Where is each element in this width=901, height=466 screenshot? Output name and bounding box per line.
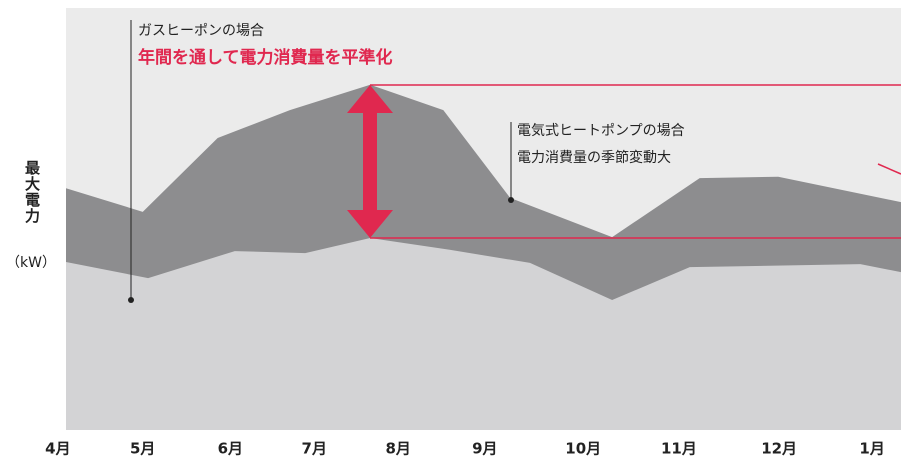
annotation: ガスヒーポンの場合 [138, 23, 264, 39]
x-tick-label: 9月 [472, 440, 497, 458]
annotations-layer: ガスヒーポンの場合 年間を通して電力消費量を平準化 電気式ヒートポンプの場合 電… [128, 20, 901, 303]
annotation-highlight: 年間を通して電力消費量を平準化 [138, 47, 393, 68]
x-tick-label: 8月 [385, 440, 410, 458]
x-tick-label: 12月 [761, 440, 797, 458]
x-tick-label: 11月 [661, 440, 697, 458]
x-tick-label: 10月 [565, 440, 601, 458]
y-axis-unit: （kW） [6, 255, 56, 271]
x-tick-label: 7月 [302, 440, 327, 458]
double-arrow [347, 85, 393, 238]
x-tick-label: 5月 [130, 440, 155, 458]
annotation: 電気式ヒートポンプの場合 [517, 123, 685, 139]
x-tick-label: 6月 [218, 440, 243, 458]
leader-dot [128, 297, 134, 303]
annotation: 電力消費量の季節変動大 [517, 149, 671, 166]
area [66, 237, 901, 430]
connector-line [877, 163, 901, 175]
x-tick-label: 1月 [859, 440, 884, 458]
leader-dot [508, 197, 514, 203]
y-axis-label: 最大電力 [23, 160, 41, 224]
x-tick-label: 4月 [45, 440, 70, 458]
